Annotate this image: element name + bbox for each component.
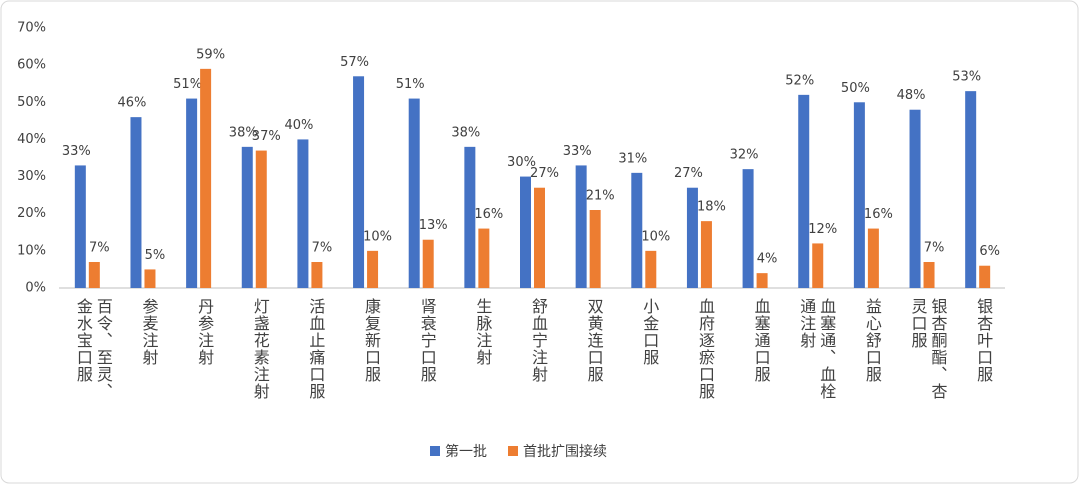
bar bbox=[88, 262, 100, 288]
x-tick-label: 益心舒口服 bbox=[862, 298, 882, 383]
bar bbox=[631, 172, 643, 288]
data-label: 18% bbox=[697, 200, 726, 215]
x-tick-label: 百令、至灵、金水宝口服 bbox=[73, 298, 113, 400]
bar bbox=[645, 250, 657, 288]
bar bbox=[742, 169, 754, 288]
data-label: 40% bbox=[284, 118, 313, 133]
legend-swatch bbox=[430, 446, 440, 456]
bar bbox=[130, 117, 142, 289]
bar bbox=[367, 250, 379, 288]
y-tick-label: 40% bbox=[17, 132, 46, 147]
data-label: 38% bbox=[229, 125, 258, 140]
data-label: 7% bbox=[312, 241, 333, 256]
bar bbox=[853, 102, 865, 289]
data-label: 50% bbox=[841, 81, 870, 96]
bar bbox=[200, 68, 212, 288]
bar bbox=[297, 139, 309, 288]
legend-label: 首批扩围接续 bbox=[523, 443, 607, 460]
bar bbox=[756, 273, 768, 288]
data-label: 31% bbox=[618, 151, 647, 166]
bar bbox=[979, 265, 991, 288]
data-label: 52% bbox=[785, 73, 814, 88]
bar bbox=[686, 187, 698, 288]
bar bbox=[520, 176, 531, 288]
data-label: 46% bbox=[118, 96, 147, 111]
x-tick-label: 血塞通、血栓通注射 bbox=[797, 298, 837, 400]
data-label: 4% bbox=[757, 252, 778, 267]
bar bbox=[408, 98, 420, 288]
data-label: 10% bbox=[641, 229, 670, 244]
data-label: 21% bbox=[586, 189, 615, 204]
bar bbox=[589, 210, 601, 288]
legend-label: 第一批 bbox=[445, 443, 487, 460]
x-tick-label: 康复新口服 bbox=[362, 298, 382, 383]
data-label: 16% bbox=[864, 207, 893, 222]
bar bbox=[255, 150, 267, 288]
bar bbox=[311, 262, 323, 288]
data-label: 16% bbox=[474, 207, 503, 222]
data-label: 59% bbox=[196, 47, 225, 62]
bar bbox=[923, 262, 935, 288]
bar bbox=[186, 98, 198, 288]
x-tick-label: 银杏酮酯、杏灵口服 bbox=[908, 298, 948, 400]
data-label: 32% bbox=[730, 148, 759, 163]
data-label: 33% bbox=[563, 144, 592, 159]
data-label: 6% bbox=[979, 244, 1000, 259]
bar bbox=[74, 165, 86, 288]
y-tick-label: 60% bbox=[17, 58, 46, 73]
x-tick-label: 活血止痛口服 bbox=[306, 298, 326, 400]
bar bbox=[353, 76, 365, 289]
bar bbox=[867, 228, 879, 288]
x-tick-label: 血府逐瘀口服 bbox=[695, 298, 715, 400]
y-tick-label: 10% bbox=[17, 243, 46, 258]
bar bbox=[798, 94, 810, 288]
bar bbox=[575, 165, 587, 288]
data-label: 38% bbox=[451, 125, 480, 140]
data-label: 5% bbox=[145, 248, 166, 263]
data-label: 51% bbox=[396, 77, 425, 92]
data-label: 27% bbox=[530, 166, 559, 181]
x-tick-label: 舒血宁注射 bbox=[529, 298, 548, 383]
data-label: 7% bbox=[89, 241, 110, 256]
bar bbox=[422, 239, 434, 288]
data-label: 51% bbox=[173, 77, 202, 92]
x-tick-label: 小金口服 bbox=[640, 298, 660, 366]
legend-swatch bbox=[508, 446, 518, 456]
bar bbox=[534, 187, 545, 288]
data-label: 27% bbox=[674, 166, 703, 181]
data-label: 12% bbox=[808, 222, 837, 237]
x-tick-label: 双黄连口服 bbox=[584, 298, 604, 383]
y-tick-label: 20% bbox=[17, 206, 46, 221]
x-tick-label: 银杏叶口服 bbox=[974, 298, 994, 383]
x-tick-label: 生脉注射 bbox=[473, 298, 493, 366]
x-tick-label: 参麦注射 bbox=[139, 298, 159, 366]
x-tick-label: 肾衰宁口服 bbox=[417, 298, 437, 383]
data-label: 37% bbox=[252, 129, 281, 144]
x-tick-label: 灯盏花素注射 bbox=[250, 298, 270, 400]
data-label: 48% bbox=[897, 88, 926, 103]
x-tick-label: 血塞通口服 bbox=[751, 298, 771, 383]
y-tick-label: 0% bbox=[25, 281, 46, 296]
data-label: 57% bbox=[340, 55, 369, 70]
data-label: 30% bbox=[507, 155, 536, 170]
bar bbox=[965, 91, 977, 289]
data-label: 33% bbox=[62, 144, 91, 159]
x-tick-label: 丹参注射 bbox=[195, 298, 215, 366]
y-tick-label: 50% bbox=[17, 95, 46, 110]
data-label: 7% bbox=[924, 241, 945, 256]
data-label: 53% bbox=[952, 70, 981, 85]
data-label: 13% bbox=[419, 218, 448, 233]
bar bbox=[812, 243, 824, 288]
bar bbox=[144, 269, 156, 288]
y-tick-label: 30% bbox=[17, 169, 46, 184]
y-tick-label: 70% bbox=[17, 21, 46, 36]
bar bbox=[464, 146, 476, 288]
bar bbox=[478, 228, 490, 288]
bar bbox=[241, 146, 253, 288]
data-label: 10% bbox=[363, 229, 392, 244]
bar bbox=[700, 221, 712, 288]
bar bbox=[909, 109, 921, 288]
